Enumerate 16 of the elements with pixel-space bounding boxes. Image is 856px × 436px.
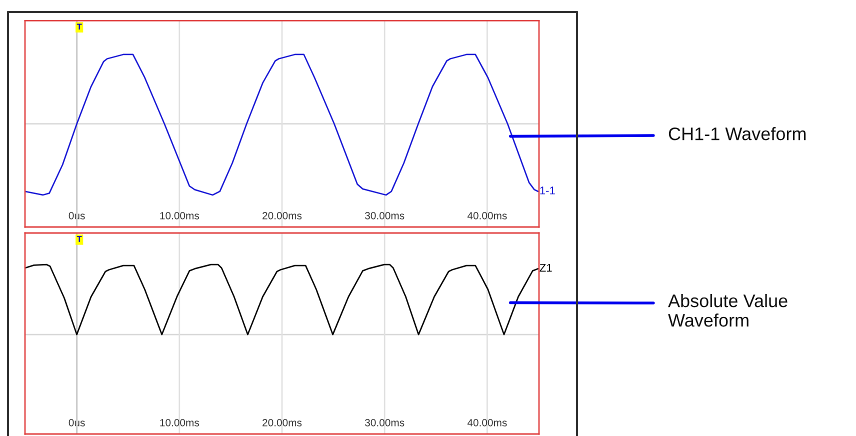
series-label: 1-1 <box>540 186 555 194</box>
series-label: Z1 <box>540 264 552 272</box>
ref-line-label: T <box>76 236 82 242</box>
x-tick-label: 0us <box>68 212 85 220</box>
ref-line-label: T <box>76 24 82 30</box>
x-tick-label: 30.00ms <box>365 418 404 426</box>
x-tick-label: 10.00ms <box>160 212 200 220</box>
x-tick-label: 20.00ms <box>262 418 302 426</box>
x-tick-label: 10.00ms <box>160 418 200 426</box>
x-tick-label: 0us <box>68 418 85 426</box>
x-tick-label: 20.00ms <box>262 212 302 220</box>
annotation: Absolute Value Waveform <box>668 294 788 327</box>
x-tick-label: 30.00ms <box>365 212 404 220</box>
x-tick-label: 40.00ms <box>467 212 507 220</box>
annotation: CH1-1 Waveform <box>668 127 806 140</box>
x-tick-label: 40.00ms <box>467 418 507 426</box>
